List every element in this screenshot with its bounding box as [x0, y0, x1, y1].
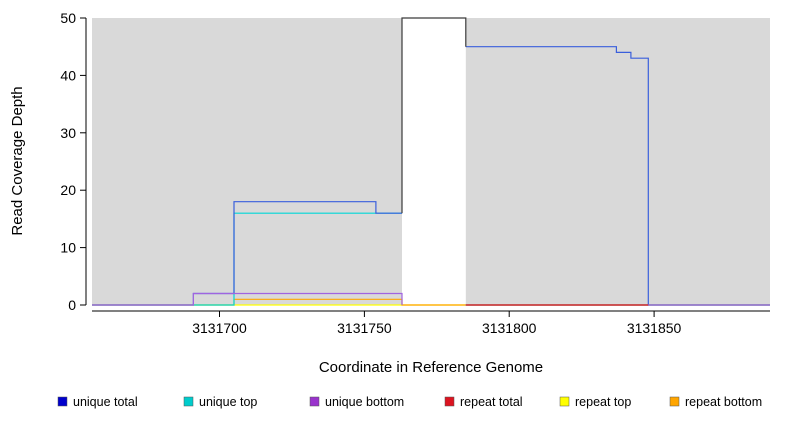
- y-tick-label: 40: [60, 67, 76, 83]
- shaded-region: [465, 18, 770, 305]
- y-axis-title: Read Coverage Depth: [9, 86, 26, 235]
- chart-generated-layer: 3131700 3131750 3131800 3131850 0 10 20 30 40 50 u…: [57, 10, 770, 409]
- x-tick-label: 3131700: [192, 320, 247, 336]
- y-tick-label: 0: [68, 297, 76, 313]
- legend-swatch-repeat-bottom-icon: [669, 396, 680, 407]
- legend-swatch-unique-top-icon: [183, 396, 194, 407]
- legend-swatch-unique-bottom-icon: [309, 396, 320, 407]
- legend-label-unique-total: unique total: [73, 395, 138, 409]
- y-tick-label: 10: [60, 240, 76, 256]
- x-tick-label: 3131850: [627, 320, 682, 336]
- series-unique-total: [465, 46, 770, 306]
- shaded-region: [92, 18, 402, 305]
- y-tick-label: 30: [60, 125, 76, 141]
- y-tick-label: 20: [60, 182, 76, 198]
- x-tick-label: 3131800: [482, 320, 537, 336]
- legend-label-unique-bottom: unique bottom: [325, 395, 404, 409]
- legend-label-unique-top: unique top: [199, 395, 257, 409]
- legend-label-repeat-top: repeat top: [575, 395, 631, 409]
- legend-swatch-unique-total-icon: [57, 396, 68, 407]
- x-tick-label: 3131750: [337, 320, 392, 336]
- clipped-coverage-line: [401, 17, 467, 214]
- legend-label-repeat-bottom: repeat bottom: [685, 395, 762, 409]
- y-tick-label: 50: [60, 10, 76, 26]
- legend-label-repeat-total: repeat total: [460, 395, 523, 409]
- series-unique-bottom: [92, 292, 403, 306]
- legend-swatch-repeat-total-icon: [444, 396, 455, 407]
- x-axis-title: Coordinate in Reference Genome: [319, 359, 543, 376]
- legend-swatch-repeat-top-icon: [559, 396, 570, 407]
